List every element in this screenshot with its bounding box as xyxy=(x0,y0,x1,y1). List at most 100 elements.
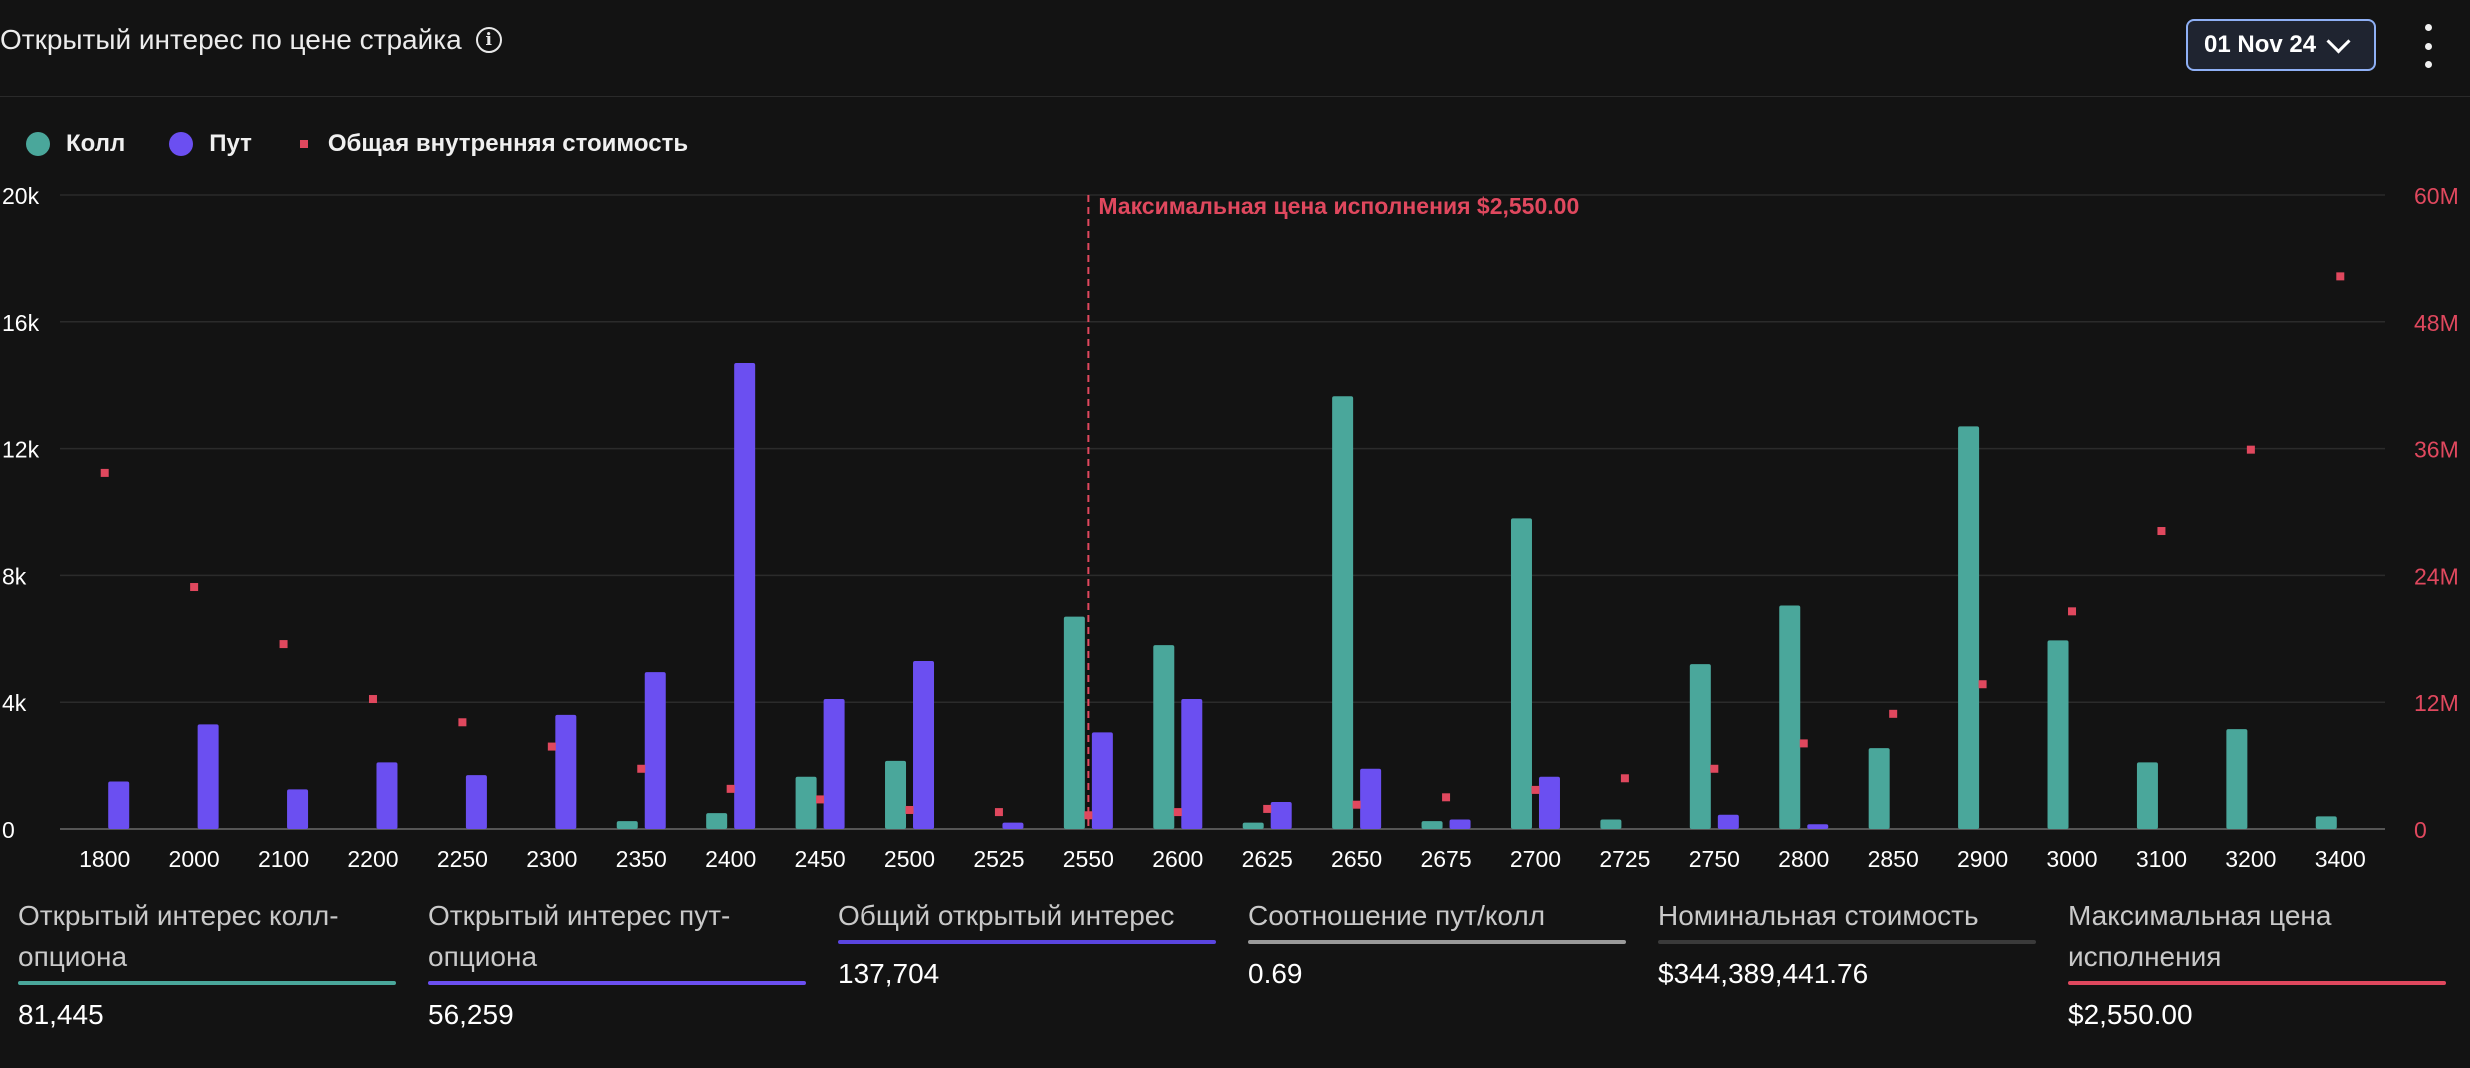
chart-title-text: Открытый интерес по цене страйка xyxy=(0,24,462,55)
x-tick-label: 2550 xyxy=(1063,846,1114,872)
chart-legend: Колл Пут Общая внутренняя стоимость xyxy=(26,130,732,158)
x-tick-label: 2600 xyxy=(1152,846,1203,872)
y-right-tick-label: 60M xyxy=(2414,183,2459,209)
intrinsic-point xyxy=(1620,774,1629,783)
stat-underline xyxy=(18,981,396,985)
put-bar xyxy=(734,363,756,829)
call-bar xyxy=(1421,821,1443,829)
call-swatch xyxy=(26,132,50,156)
legend-put-label: Пут xyxy=(209,130,252,157)
stat-call-oi: Открытый интерес колл-опциона 81,445 xyxy=(18,895,396,1031)
intrinsic-point xyxy=(637,764,646,773)
header: Открытый интерес по цене страйка i 01 No… xyxy=(0,0,2470,97)
intrinsic-point xyxy=(2157,527,2166,536)
legend-intrinsic[interactable]: Общая внутренняя стоимость xyxy=(296,130,688,158)
stats-row: Открытый интерес колл-опциона 81,445 Отк… xyxy=(0,895,2470,1068)
intrinsic-point xyxy=(368,695,377,704)
put-bar xyxy=(197,724,219,829)
call-bar xyxy=(1779,605,1801,829)
x-tick-label: 2850 xyxy=(1868,846,1919,872)
stat-underline xyxy=(1658,940,2036,944)
x-tick-label: 2650 xyxy=(1331,846,1382,872)
x-tick-label: 2200 xyxy=(347,846,398,872)
call-bar xyxy=(616,821,638,829)
y-left-tick-label: 20k xyxy=(2,183,40,209)
x-tick-label: 3400 xyxy=(2315,846,2366,872)
intrinsic-swatch xyxy=(299,140,308,148)
put-bar xyxy=(1538,776,1560,829)
stat-label: Максимальная цена исполнения xyxy=(2068,900,2332,972)
x-tick-label: 2625 xyxy=(1242,846,1293,872)
x-tick-label: 2700 xyxy=(1510,846,1561,872)
x-tick-label: 2900 xyxy=(1957,846,2008,872)
y-left-tick-label: 8k xyxy=(2,563,27,589)
stat-value: $2,550.00 xyxy=(2068,999,2193,1030)
put-swatch xyxy=(169,132,194,156)
put-bar xyxy=(1807,824,1829,829)
x-tick-label: 3000 xyxy=(2046,846,2097,872)
stat-underline xyxy=(1248,940,1626,944)
y-left-tick-label: 12k xyxy=(2,437,40,463)
legend-put[interactable]: Пут xyxy=(169,130,252,158)
stat-label: Соотношение пут/колл xyxy=(1248,900,1546,931)
call-bar xyxy=(706,813,728,829)
legend-intrinsic-label: Общая внутренняя стоимость xyxy=(327,130,689,157)
max-pain-label: Максимальная цена исполнения $2,550.00 xyxy=(1098,193,1579,219)
x-tick-label: 1800 xyxy=(79,846,130,872)
stat-underline xyxy=(2068,981,2446,985)
y-left-tick-label: 16k xyxy=(2,310,40,336)
stat-max-pain: Максимальная цена исполнения $2,550.00 xyxy=(2068,895,2446,1031)
intrinsic-point xyxy=(279,640,288,649)
x-tick-label: 3200 xyxy=(2225,846,2276,872)
y-left-tick-label: 4k xyxy=(2,690,27,716)
stat-notional-value: Номинальная стоимость $344,389,441.76 xyxy=(1658,895,2036,990)
intrinsic-point xyxy=(2246,445,2255,454)
call-bar xyxy=(1868,748,1890,829)
chart-title: Открытый интерес по цене страйка i xyxy=(0,24,502,56)
intrinsic-point xyxy=(1173,808,1182,817)
stat-put-oi: Открытый интерес пут-опциона 56,259 xyxy=(428,895,806,1031)
info-icon[interactable]: i xyxy=(475,27,502,53)
more-options-icon[interactable] xyxy=(2416,24,2440,68)
call-bar xyxy=(2136,762,2158,829)
intrinsic-point xyxy=(1352,800,1361,809)
intrinsic-point xyxy=(1710,764,1719,773)
x-tick-label: 2500 xyxy=(884,846,935,872)
stat-put-call-ratio: Соотношение пут/колл 0.69 xyxy=(1248,895,1626,990)
put-bar xyxy=(913,660,935,829)
stat-label: Номинальная стоимость xyxy=(1658,900,1979,931)
put-bar xyxy=(376,762,398,829)
intrinsic-point xyxy=(100,468,109,477)
call-bar xyxy=(2315,816,2337,829)
expiry-date-dropdown[interactable]: 01 Nov 24 xyxy=(2186,19,2376,71)
stat-value: 81,445 xyxy=(18,999,104,1030)
x-tick-label: 2300 xyxy=(526,846,577,872)
intrinsic-point xyxy=(1263,804,1272,813)
y-right-tick-label: 24M xyxy=(2414,563,2459,589)
intrinsic-point xyxy=(1978,680,1987,689)
intrinsic-point xyxy=(994,808,1003,817)
x-tick-label: 2675 xyxy=(1420,846,1471,872)
x-tick-label: 2350 xyxy=(616,846,667,872)
y-left-tick-label: 0 xyxy=(2,817,15,843)
intrinsic-point xyxy=(905,805,914,814)
stat-value: 137,704 xyxy=(838,958,940,989)
put-bar xyxy=(1002,822,1024,829)
put-bar xyxy=(823,699,845,829)
intrinsic-point xyxy=(2068,607,2077,616)
intrinsic-point xyxy=(1889,709,1898,718)
open-interest-chart: 0 4k 8k 12k 16k 20k 0 12M 24M 36M 48M 60M Максимальн… xyxy=(2,183,2459,872)
y-right-tick-label: 48M xyxy=(2414,310,2459,336)
call-bar xyxy=(1600,819,1622,829)
legend-call[interactable]: Колл xyxy=(26,130,125,158)
expiry-date-label: 01 Nov 24 xyxy=(2204,31,2317,58)
call-bar xyxy=(1332,396,1354,829)
stat-total-oi: Общий открытый интерес 137,704 xyxy=(838,895,1216,990)
x-tick-label: 2250 xyxy=(437,846,488,872)
x-tick-label: 2450 xyxy=(795,846,846,872)
put-bar xyxy=(1181,699,1203,829)
stat-label: Открытый интерес пут-опциона xyxy=(428,900,731,972)
call-bar xyxy=(1689,664,1711,829)
call-bar xyxy=(1153,645,1175,829)
x-tick-label: 2725 xyxy=(1599,846,1650,872)
